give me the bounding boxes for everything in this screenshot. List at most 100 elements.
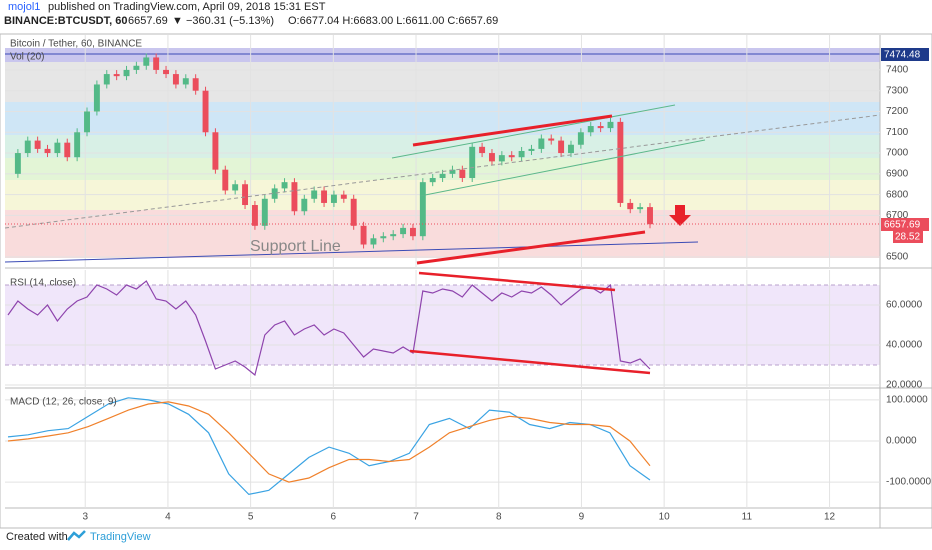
price-label-bg [881,218,929,231]
y-tick-label: 6800 [886,189,909,200]
candle [449,169,456,174]
candle [518,150,525,158]
candle [14,153,21,174]
candle [301,198,308,212]
candle [222,169,229,191]
ohlc: O:6677.04 H:6683.00 L:6611.00 C:6657.69 [288,15,498,27]
marks [5,35,880,508]
candle [34,140,41,149]
candle [390,234,397,237]
x-tick-label: 8 [496,512,502,523]
candle [498,155,505,162]
candle [103,74,110,85]
candle [271,188,278,199]
band [5,102,880,135]
band [5,62,880,102]
candle [340,194,347,199]
y-tick-label: 40.0000 [886,340,923,351]
x-tick-label: 11 [742,512,753,523]
rsi-band [5,285,880,365]
line-series [7,401,651,483]
change: ▼ −360.31 (−5.13%) [172,15,274,27]
candle [469,146,476,179]
price-label-bg [893,231,923,243]
channel [419,139,706,197]
candle [251,205,258,226]
y-tick-label: 7200 [886,106,909,117]
candle [143,57,150,66]
down-arrow [669,205,691,226]
y-tick-label: 7300 [886,85,909,96]
candle [172,74,179,85]
candle [192,78,199,91]
candle [419,182,426,237]
candle [558,140,565,154]
candle [133,65,140,70]
published: published on TradingView.com, April 09, … [48,1,326,13]
frame [0,33,932,529]
candle [202,90,209,133]
candle [182,78,189,85]
candle [617,121,624,203]
candle [597,126,604,129]
trend-dashed [4,114,881,229]
candle [232,184,239,191]
candle [489,153,495,162]
x-tick-label: 7 [413,512,419,523]
candle [508,155,515,158]
logo [67,530,86,541]
price-label: 7474.48 [884,50,921,61]
trend-red [416,230,646,265]
candle [370,238,377,245]
footer-brand[interactable]: TradingView [90,531,151,543]
candle [538,138,545,149]
candle [64,142,71,158]
candle [242,184,249,206]
candle [113,74,120,77]
candle [479,146,486,154]
pane-title: MACD (12, 26, close, 9) [10,397,117,408]
candle [93,84,100,112]
author[interactable]: mojol1 [8,1,40,13]
x-tick-label: 12 [824,512,836,523]
y-tick-label: 100.0000 [886,395,928,406]
y-tick-label: 7400 [886,65,909,76]
band [5,135,880,158]
candle [123,69,130,77]
candle [44,148,51,154]
y-tick-label: 0.0000 [886,436,917,447]
candle [577,132,584,145]
candle [607,121,614,129]
candle [548,138,555,141]
candle [74,132,81,158]
x-tick-label: 6 [331,512,337,523]
candle [528,148,535,151]
x-tick-label: 4 [165,512,171,523]
price-label: 6657.69 [884,220,921,231]
footer-created: Created with [6,531,68,543]
candle [291,182,298,212]
x-tick-label: 5 [248,512,254,523]
y-tick-label: -100.0000 [886,477,931,488]
y-tick-label: 6500 [886,252,909,263]
y-tick-label: 60.0000 [886,300,923,311]
y-tick-label: 6900 [886,168,909,179]
y-tick-label: 20.0000 [886,380,923,391]
y-tick-label: 7100 [886,127,909,138]
band [5,48,880,62]
y-tick-label: 7000 [886,148,909,159]
pane-subtitle: Vol (20) [10,52,44,63]
candle [429,178,436,183]
candle [380,236,387,239]
last: 6657.69 [128,15,168,27]
x-tick-label: 3 [82,512,88,523]
price-label: 28.52 [895,232,920,243]
candle [24,140,31,154]
trend-red [412,114,613,147]
candle [84,111,90,133]
candle [261,198,268,226]
candle [439,173,446,179]
candle [409,227,416,237]
pane-title: RSI (14, close) [10,278,76,289]
